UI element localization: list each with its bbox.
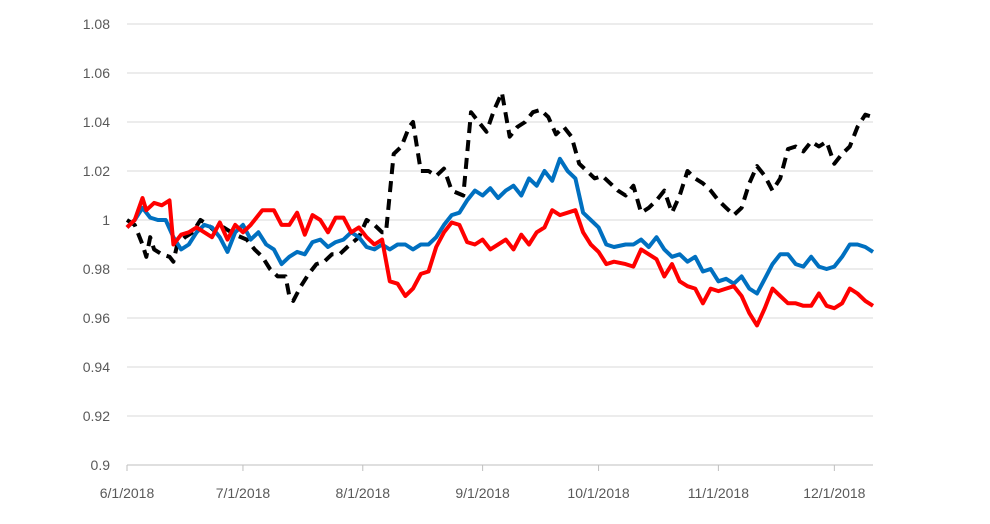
y-tick-label: 0.9 (91, 457, 111, 473)
y-tick-label: 1.02 (83, 163, 110, 179)
x-tick-label: 12/1/2018 (803, 485, 865, 501)
y-tick-label: 0.94 (83, 359, 110, 375)
tick-labels: 0.9 0.92 0.94 0.96 0.98 1 1.02 1.04 1.06 1.08 6/1/… (83, 16, 866, 501)
x-tick-label: 7/1/2018 (216, 485, 271, 501)
series-line-1 (125, 90, 874, 303)
x-tick-label: 8/1/2018 (336, 485, 391, 501)
y-tick-label: 1 (102, 212, 110, 228)
x-tick-label: 11/1/2018 (688, 485, 749, 501)
gridlines (127, 23, 873, 417)
y-tick-label: 1.04 (83, 114, 110, 130)
y-tick-label: 0.92 (83, 408, 110, 424)
series-lines (125, 90, 875, 328)
x-tick-label: 6/1/2018 (100, 485, 155, 501)
y-tick-label: 1.08 (83, 16, 110, 32)
y-tick-label: 1.06 (83, 65, 110, 81)
y-tick-label: 0.96 (83, 310, 110, 326)
x-tick-label: 9/1/2018 (455, 485, 510, 501)
axes (126, 464, 873, 471)
x-tick-label: 10/1/2018 (567, 485, 629, 501)
series-line-2 (125, 156, 875, 296)
y-tick-label: 0.98 (83, 261, 110, 277)
series-line-3 (125, 196, 875, 328)
